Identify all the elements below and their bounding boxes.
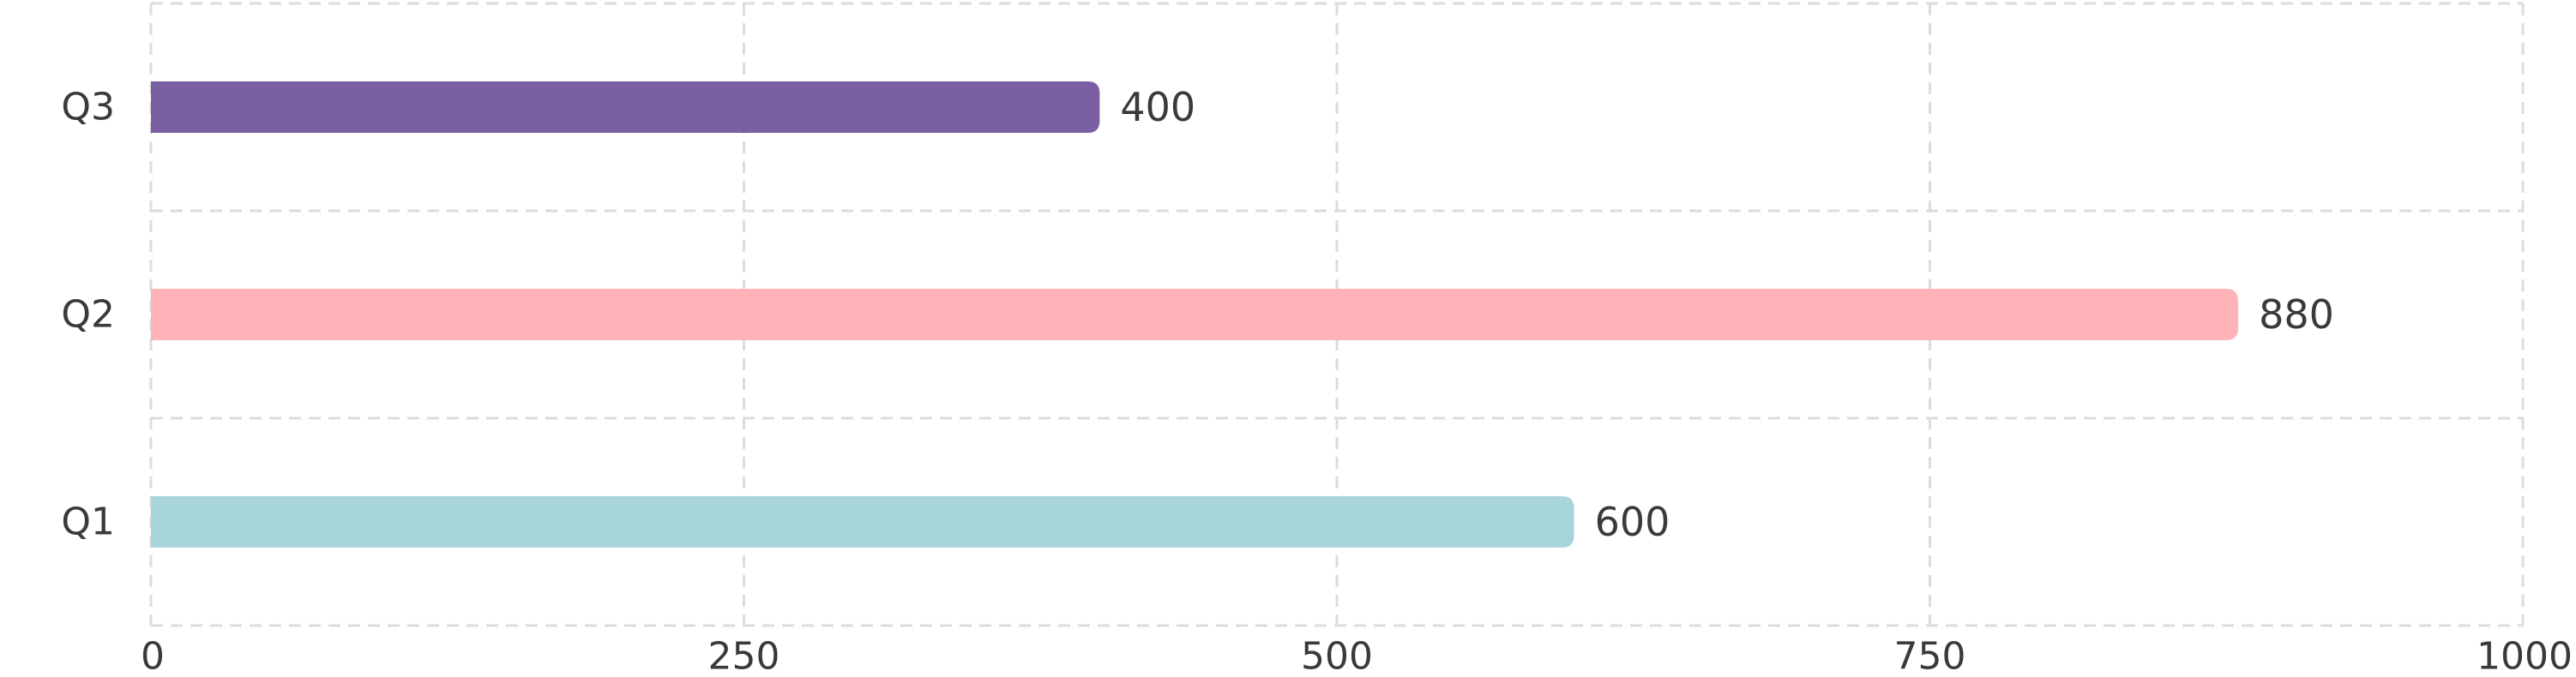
x-tick-label: 500	[1301, 635, 1373, 677]
value-labels: 600 880 400	[1120, 84, 2333, 545]
x-tick-label: 750	[1894, 635, 1966, 677]
x-tick-label: 1000	[2477, 635, 2573, 677]
bar-q2	[151, 289, 2239, 340]
bar-q1	[151, 496, 1574, 548]
value-label-q2: 880	[2259, 291, 2334, 338]
y-tick-label-q1: Q1	[61, 500, 115, 544]
bar-q3	[151, 81, 1100, 133]
bars	[151, 81, 2239, 548]
x-tick-label: 0	[141, 635, 165, 677]
y-tick-label-q2: Q2	[61, 293, 115, 337]
y-tick-label-q3: Q3	[61, 86, 115, 129]
y-axis-labels: Q1 Q2 Q3	[61, 86, 115, 544]
x-axis-labels: 0 250 500 750 1000	[141, 635, 2573, 677]
x-tick-label: 250	[708, 635, 780, 677]
value-label-q1: 600	[1595, 499, 1670, 545]
value-label-q3: 400	[1120, 84, 1195, 130]
